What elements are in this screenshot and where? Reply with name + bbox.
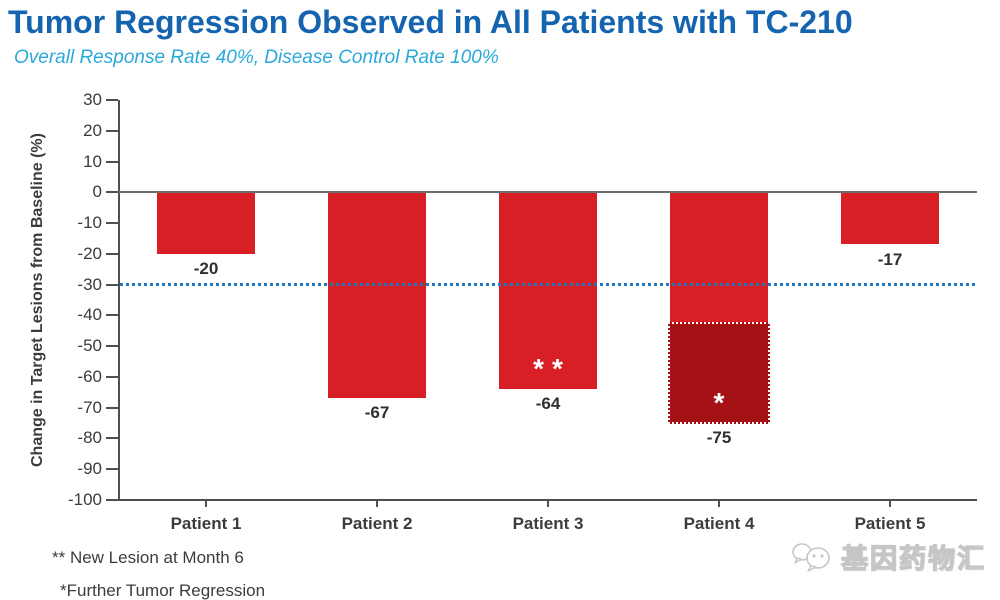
- bar-patient-5: [841, 193, 939, 244]
- y-tick-label--100: -100: [67, 490, 102, 509]
- highlight-segment-patient-4: [668, 322, 770, 424]
- y-tick-mark: [106, 376, 118, 378]
- y-tick-label-30: 30: [83, 90, 102, 109]
- annotation-marker-patient-4: *: [713, 387, 733, 418]
- chart-title: Tumor Regression Observed in All Patient…: [8, 4, 853, 40]
- reference-line-minus30: [120, 283, 975, 286]
- y-tick-label--30: -30: [77, 275, 102, 294]
- x-tick-mark: [376, 501, 378, 507]
- x-category-label-patient-2: Patient 2: [341, 514, 413, 533]
- y-tick-label--40: -40: [77, 305, 102, 324]
- watermark: 基因药物汇: [791, 537, 986, 576]
- y-tick-label--10: -10: [77, 213, 102, 232]
- y-tick-mark: [106, 191, 118, 193]
- x-category-label-patient-1: Patient 1: [170, 514, 242, 533]
- bar-patient-2: [328, 193, 426, 398]
- y-tick-mark: [106, 407, 118, 409]
- footnotes: ** New Lesion at Month 6 *Further Tumor …: [52, 541, 265, 600]
- bar-patient-1: [157, 193, 255, 254]
- bar-patient-3: [499, 193, 597, 389]
- bar-value-label-patient-5: -17: [877, 250, 903, 269]
- y-tick-mark: [106, 99, 118, 101]
- y-tick-mark: [106, 314, 118, 316]
- y-tick-label-10: 10: [83, 152, 102, 171]
- y-tick-label--60: -60: [77, 367, 102, 386]
- x-tick-mark: [205, 501, 207, 507]
- y-tick-mark: [106, 222, 118, 224]
- y-tick-mark: [106, 253, 118, 255]
- bar-value-label-patient-2: -67: [364, 403, 390, 422]
- zero-baseline: [118, 191, 977, 193]
- wechat-icon: [792, 542, 830, 572]
- y-tick-mark: [106, 161, 118, 163]
- y-tick-label--20: -20: [77, 244, 102, 263]
- annotation-marker-patient-3: **: [533, 353, 571, 384]
- chart-subtitle: Overall Response Rate 40%, Disease Contr…: [14, 47, 499, 68]
- y-tick-label--50: -50: [77, 336, 102, 355]
- footnote-further-regression: *Further Tumor Regression: [60, 581, 266, 600]
- y-tick-label--90: -90: [77, 459, 102, 478]
- watermark-text: 基因药物汇: [840, 543, 986, 574]
- y-tick-label-0: 0: [92, 182, 102, 201]
- footnote-new-lesion: ** New Lesion at Month 6: [52, 548, 244, 567]
- bar-value-label-patient-4: -75: [706, 428, 732, 447]
- y-tick-mark: [106, 468, 118, 470]
- x-tick-mark: [718, 501, 720, 507]
- y-tick-label--70: -70: [77, 398, 102, 417]
- x-tick-mark: [547, 501, 549, 507]
- x-category-label-patient-5: Patient 5: [854, 514, 926, 533]
- y-tick-mark: [106, 437, 118, 439]
- bar-value-label-patient-3: -64: [535, 394, 561, 413]
- x-category-label-patient-3: Patient 3: [512, 514, 584, 533]
- x-tick-mark: [889, 501, 891, 507]
- y-tick-mark: [106, 284, 118, 286]
- y-tick-mark: [106, 345, 118, 347]
- bar-value-label-patient-1: -20: [193, 259, 219, 278]
- y-tick-label--80: -80: [77, 428, 102, 447]
- x-axis-line: [118, 499, 977, 501]
- y-tick-mark: [106, 499, 118, 501]
- x-category-label-patient-4: Patient 4: [683, 514, 755, 533]
- y-tick-label-20: 20: [83, 121, 102, 140]
- y-tick-mark: [106, 130, 118, 132]
- y-axis-line: [118, 100, 120, 501]
